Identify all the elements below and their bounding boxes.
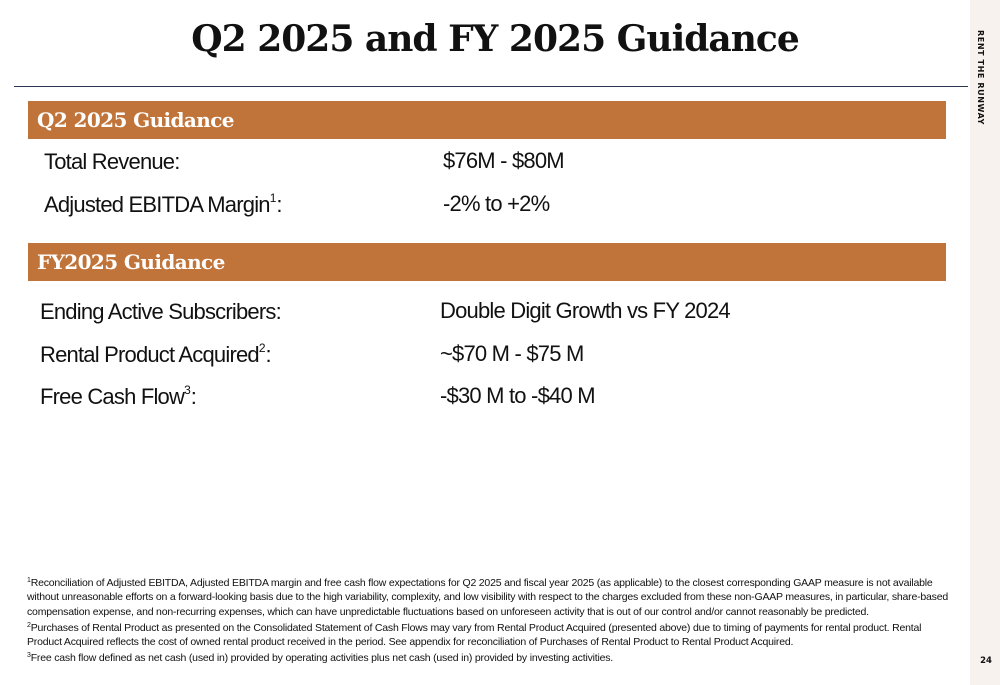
q2-row-label-ebitda-margin: Adjusted EBITDA Margin1:	[44, 191, 283, 218]
footnote-text: Free cash flow defined as net cash (used…	[30, 652, 614, 665]
fy-row-label-rental-product: Rental Product Acquired2:	[40, 341, 272, 368]
title-divider	[14, 86, 968, 87]
fy-row-value-rental-product: ~$70 M - $75 M	[440, 341, 584, 366]
footnote-number: 1	[27, 577, 31, 584]
fy-guidance-header: FY2025 Guidance	[28, 243, 946, 281]
footnote-1: 1Reconciliation of Adjusted EBITDA, Adju…	[27, 574, 957, 619]
fy-row-label-free-cash-flow: Free Cash Flow3:	[40, 383, 197, 410]
footnote-2: 2Purchases of Rental Product as presente…	[27, 619, 957, 650]
footnotes: 1Reconciliation of Adjusted EBITDA, Adju…	[27, 574, 957, 666]
row-label: Total Revenue:	[44, 149, 180, 174]
footnote-ref: 2	[258, 341, 266, 355]
footnote-number: 2	[27, 621, 31, 629]
q2-guidance-header: Q2 2025 Guidance	[28, 101, 946, 139]
footnote-3: 3Free cash flow defined as net cash (use…	[27, 649, 957, 665]
q2-row-label-total-revenue: Total Revenue:	[44, 148, 180, 175]
row-label: Free Cash Flow	[40, 384, 185, 409]
row-label: Ending Active Subscribers:	[40, 299, 282, 324]
brand-wordmark: RENT THE RUNWAY	[976, 30, 985, 125]
footnote-text: Purchases of Rental Product as presented…	[27, 621, 922, 649]
fy-row-label-active-subscribers: Ending Active Subscribers:	[40, 298, 282, 325]
footnote-ref: 1	[269, 191, 277, 205]
fy-row-value-active-subscribers: Double Digit Growth vs FY 2024	[440, 298, 731, 323]
footnote-text: Reconciliation of Adjusted EBITDA, Adjus…	[27, 577, 949, 618]
footnote-number: 3	[27, 652, 31, 660]
row-label-suffix: :	[276, 192, 282, 217]
footnote-ref: 3	[184, 383, 191, 397]
q2-row-value-ebitda-margin: -2% to +2%	[443, 191, 550, 216]
row-label-suffix: :	[265, 342, 272, 367]
row-label: Rental Product Acquired	[40, 342, 260, 367]
page-title: Q2 2025 and FY 2025 Guidance	[191, 18, 799, 60]
fy-row-value-free-cash-flow: -$30 M to -$40 M	[440, 383, 596, 408]
page-number: 24	[980, 656, 992, 666]
row-label: Adjusted EBITDA Margin	[44, 192, 271, 217]
row-label-suffix: :	[190, 384, 197, 409]
side-strip	[970, 0, 1000, 685]
q2-row-value-total-revenue: $76M - $80M	[443, 148, 565, 173]
